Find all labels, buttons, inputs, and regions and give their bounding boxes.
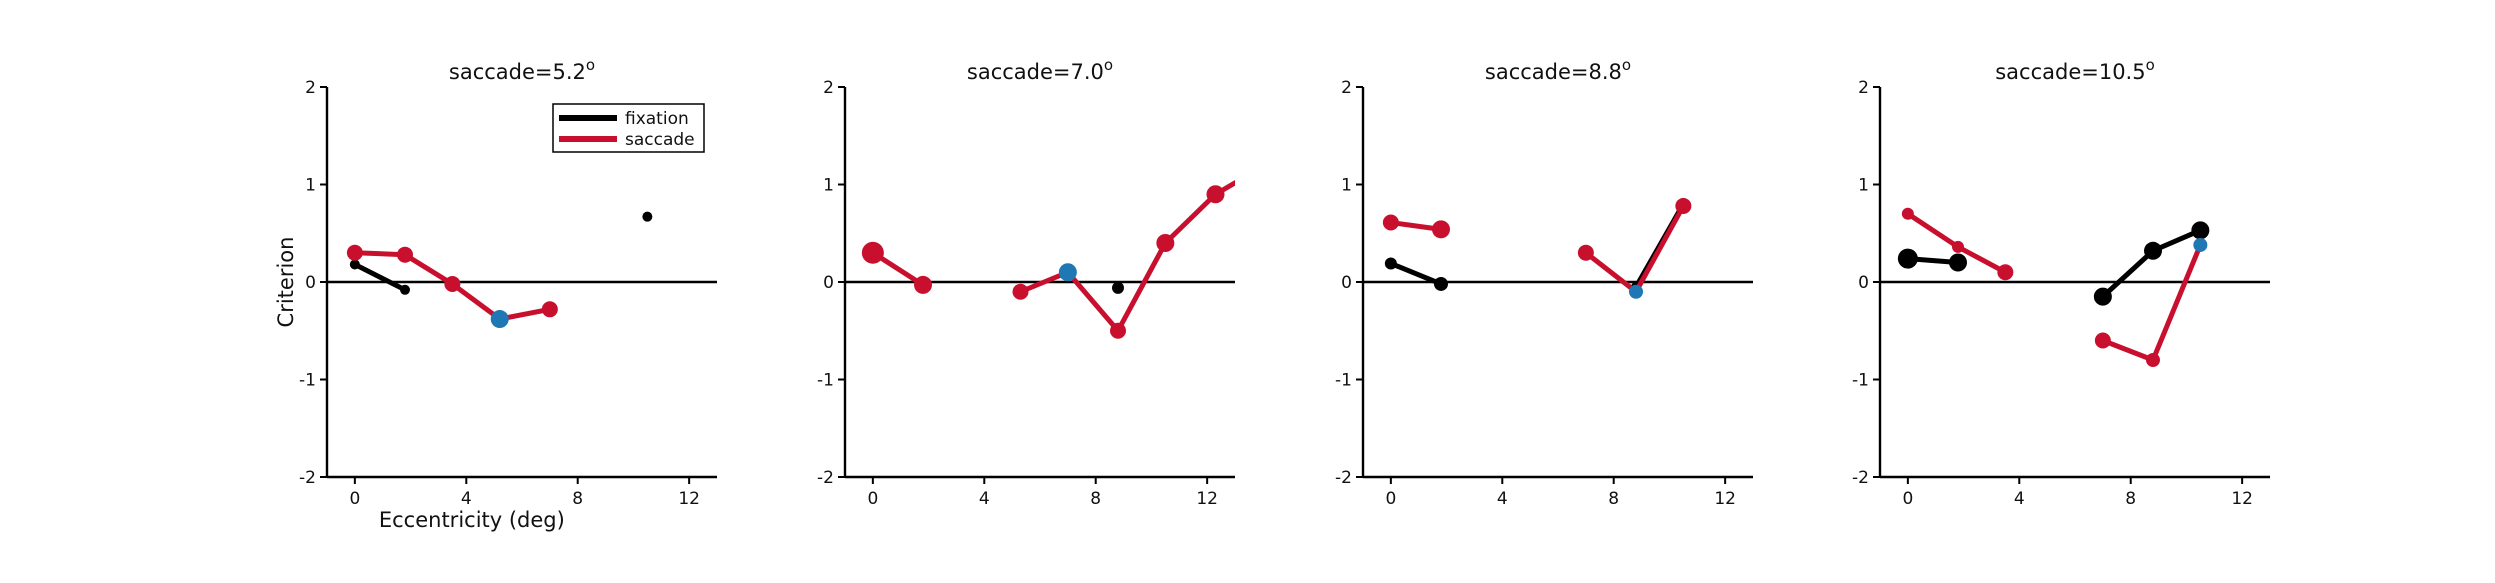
data-point-saccade bbox=[1241, 167, 1257, 183]
y-tick-label: -2 bbox=[1335, 468, 1352, 488]
data-point-fixation bbox=[1434, 276, 1448, 291]
data-point-saccade bbox=[1012, 283, 1029, 300]
data-point-saccade bbox=[1901, 207, 1914, 220]
y-tick-label: 0 bbox=[1341, 273, 1352, 293]
data-point-fixation bbox=[1112, 281, 1124, 294]
x-tick-label: 0 bbox=[349, 489, 360, 509]
data-point-saccade bbox=[444, 275, 461, 292]
x-tick-label: 4 bbox=[2014, 489, 2025, 509]
panel-data bbox=[1382, 197, 1692, 299]
data-point-saccade bbox=[861, 241, 884, 264]
panel-title: saccade=10.5o bbox=[1995, 56, 2155, 84]
data-point-saccade bbox=[541, 301, 558, 318]
x-tick-label: 4 bbox=[979, 489, 990, 509]
data-point-fixation bbox=[1949, 253, 1967, 272]
x-tick-label: 4 bbox=[461, 489, 472, 509]
legend-label-saccade: saccade bbox=[625, 130, 695, 150]
data-point-fixation bbox=[349, 259, 360, 270]
x-tick-label: 8 bbox=[572, 489, 583, 509]
data-point-fixation bbox=[2093, 287, 2112, 306]
x-tick-label: 8 bbox=[1608, 489, 1619, 509]
x-tick-label: 0 bbox=[1902, 489, 1913, 509]
y-tick-label: -1 bbox=[1852, 371, 1869, 391]
y-tick-label: -2 bbox=[1852, 468, 1869, 488]
legend-label-fixation: fixation bbox=[625, 109, 689, 129]
y-tick-label: -1 bbox=[1335, 371, 1352, 391]
data-point-saccade bbox=[2094, 332, 2111, 349]
y-tick-label: 1 bbox=[1341, 176, 1352, 196]
series-line-saccade bbox=[2100, 242, 2203, 363]
y-tick-label: -1 bbox=[299, 371, 316, 391]
panel-title: saccade=7.0o bbox=[967, 56, 1113, 84]
y-tick-label: 0 bbox=[305, 273, 316, 293]
panel-title: saccade=5.2o bbox=[449, 56, 595, 84]
data-point-fixation bbox=[642, 211, 653, 222]
data-point-saccade bbox=[397, 246, 413, 263]
data-point-saccade bbox=[2193, 237, 2208, 252]
data-point-saccade bbox=[1206, 185, 1225, 204]
data-point-saccade bbox=[1156, 234, 1175, 252]
data-point-fixation bbox=[1384, 257, 1397, 270]
y-tick-label: 1 bbox=[1858, 176, 1869, 196]
data-point-saccade bbox=[1382, 214, 1399, 231]
data-point-saccade bbox=[1997, 264, 2014, 281]
y-tick-label: 2 bbox=[305, 78, 316, 98]
panel-data bbox=[861, 167, 1257, 339]
x-tick-label: 4 bbox=[1497, 489, 1508, 509]
y-tick-label: 1 bbox=[823, 176, 834, 196]
legend-box bbox=[552, 103, 705, 153]
y-tick-label: 2 bbox=[823, 78, 834, 98]
data-point-fixation bbox=[2191, 221, 2210, 240]
data-point-saccade bbox=[346, 244, 363, 261]
data-point-saccade bbox=[1110, 322, 1126, 339]
y-tick-label: 1 bbox=[305, 176, 316, 196]
data-point-saccade bbox=[1952, 240, 1964, 253]
data-point-fixation bbox=[1897, 248, 1918, 269]
data-point-saccade bbox=[490, 310, 509, 329]
x-axis-title: Eccentricity (deg) bbox=[379, 508, 565, 532]
series-line-saccade bbox=[1583, 203, 1686, 295]
x-tick-label: 12 bbox=[678, 489, 700, 509]
y-tick-label: 2 bbox=[1341, 78, 1352, 98]
data-point-saccade bbox=[1675, 197, 1692, 214]
panel-title: saccade=8.8o bbox=[1485, 56, 1631, 84]
y-tick-label: 0 bbox=[1858, 273, 1869, 293]
data-point-saccade bbox=[1629, 284, 1643, 299]
data-point-saccade bbox=[2146, 353, 2160, 367]
series-line-fixation bbox=[352, 261, 408, 293]
y-axis-title: Criterion bbox=[274, 237, 298, 328]
data-point-saccade bbox=[1058, 263, 1077, 282]
y-tick-label: -2 bbox=[299, 468, 316, 488]
x-tick-label: 8 bbox=[1090, 489, 1101, 509]
series-line-fixation bbox=[1388, 260, 1444, 287]
y-tick-label: 2 bbox=[1858, 78, 1869, 98]
panel-data bbox=[346, 211, 653, 329]
data-point-saccade bbox=[1432, 220, 1450, 239]
y-tick-label: -1 bbox=[817, 371, 834, 391]
data-point-fixation bbox=[2144, 241, 2162, 260]
x-tick-label: 12 bbox=[1196, 489, 1218, 509]
data-point-fixation bbox=[400, 284, 410, 295]
y-tick-label: 0 bbox=[823, 273, 834, 293]
x-tick-label: 12 bbox=[1714, 489, 1736, 509]
x-tick-label: 12 bbox=[2231, 489, 2253, 509]
y-tick-label: -2 bbox=[817, 468, 834, 488]
x-tick-label: 8 bbox=[2125, 489, 2136, 509]
panel-data bbox=[1897, 207, 2210, 367]
x-tick-label: 0 bbox=[1385, 489, 1396, 509]
data-point-saccade bbox=[1577, 244, 1594, 261]
x-tick-label: 0 bbox=[867, 489, 878, 509]
data-point-saccade bbox=[914, 275, 932, 294]
